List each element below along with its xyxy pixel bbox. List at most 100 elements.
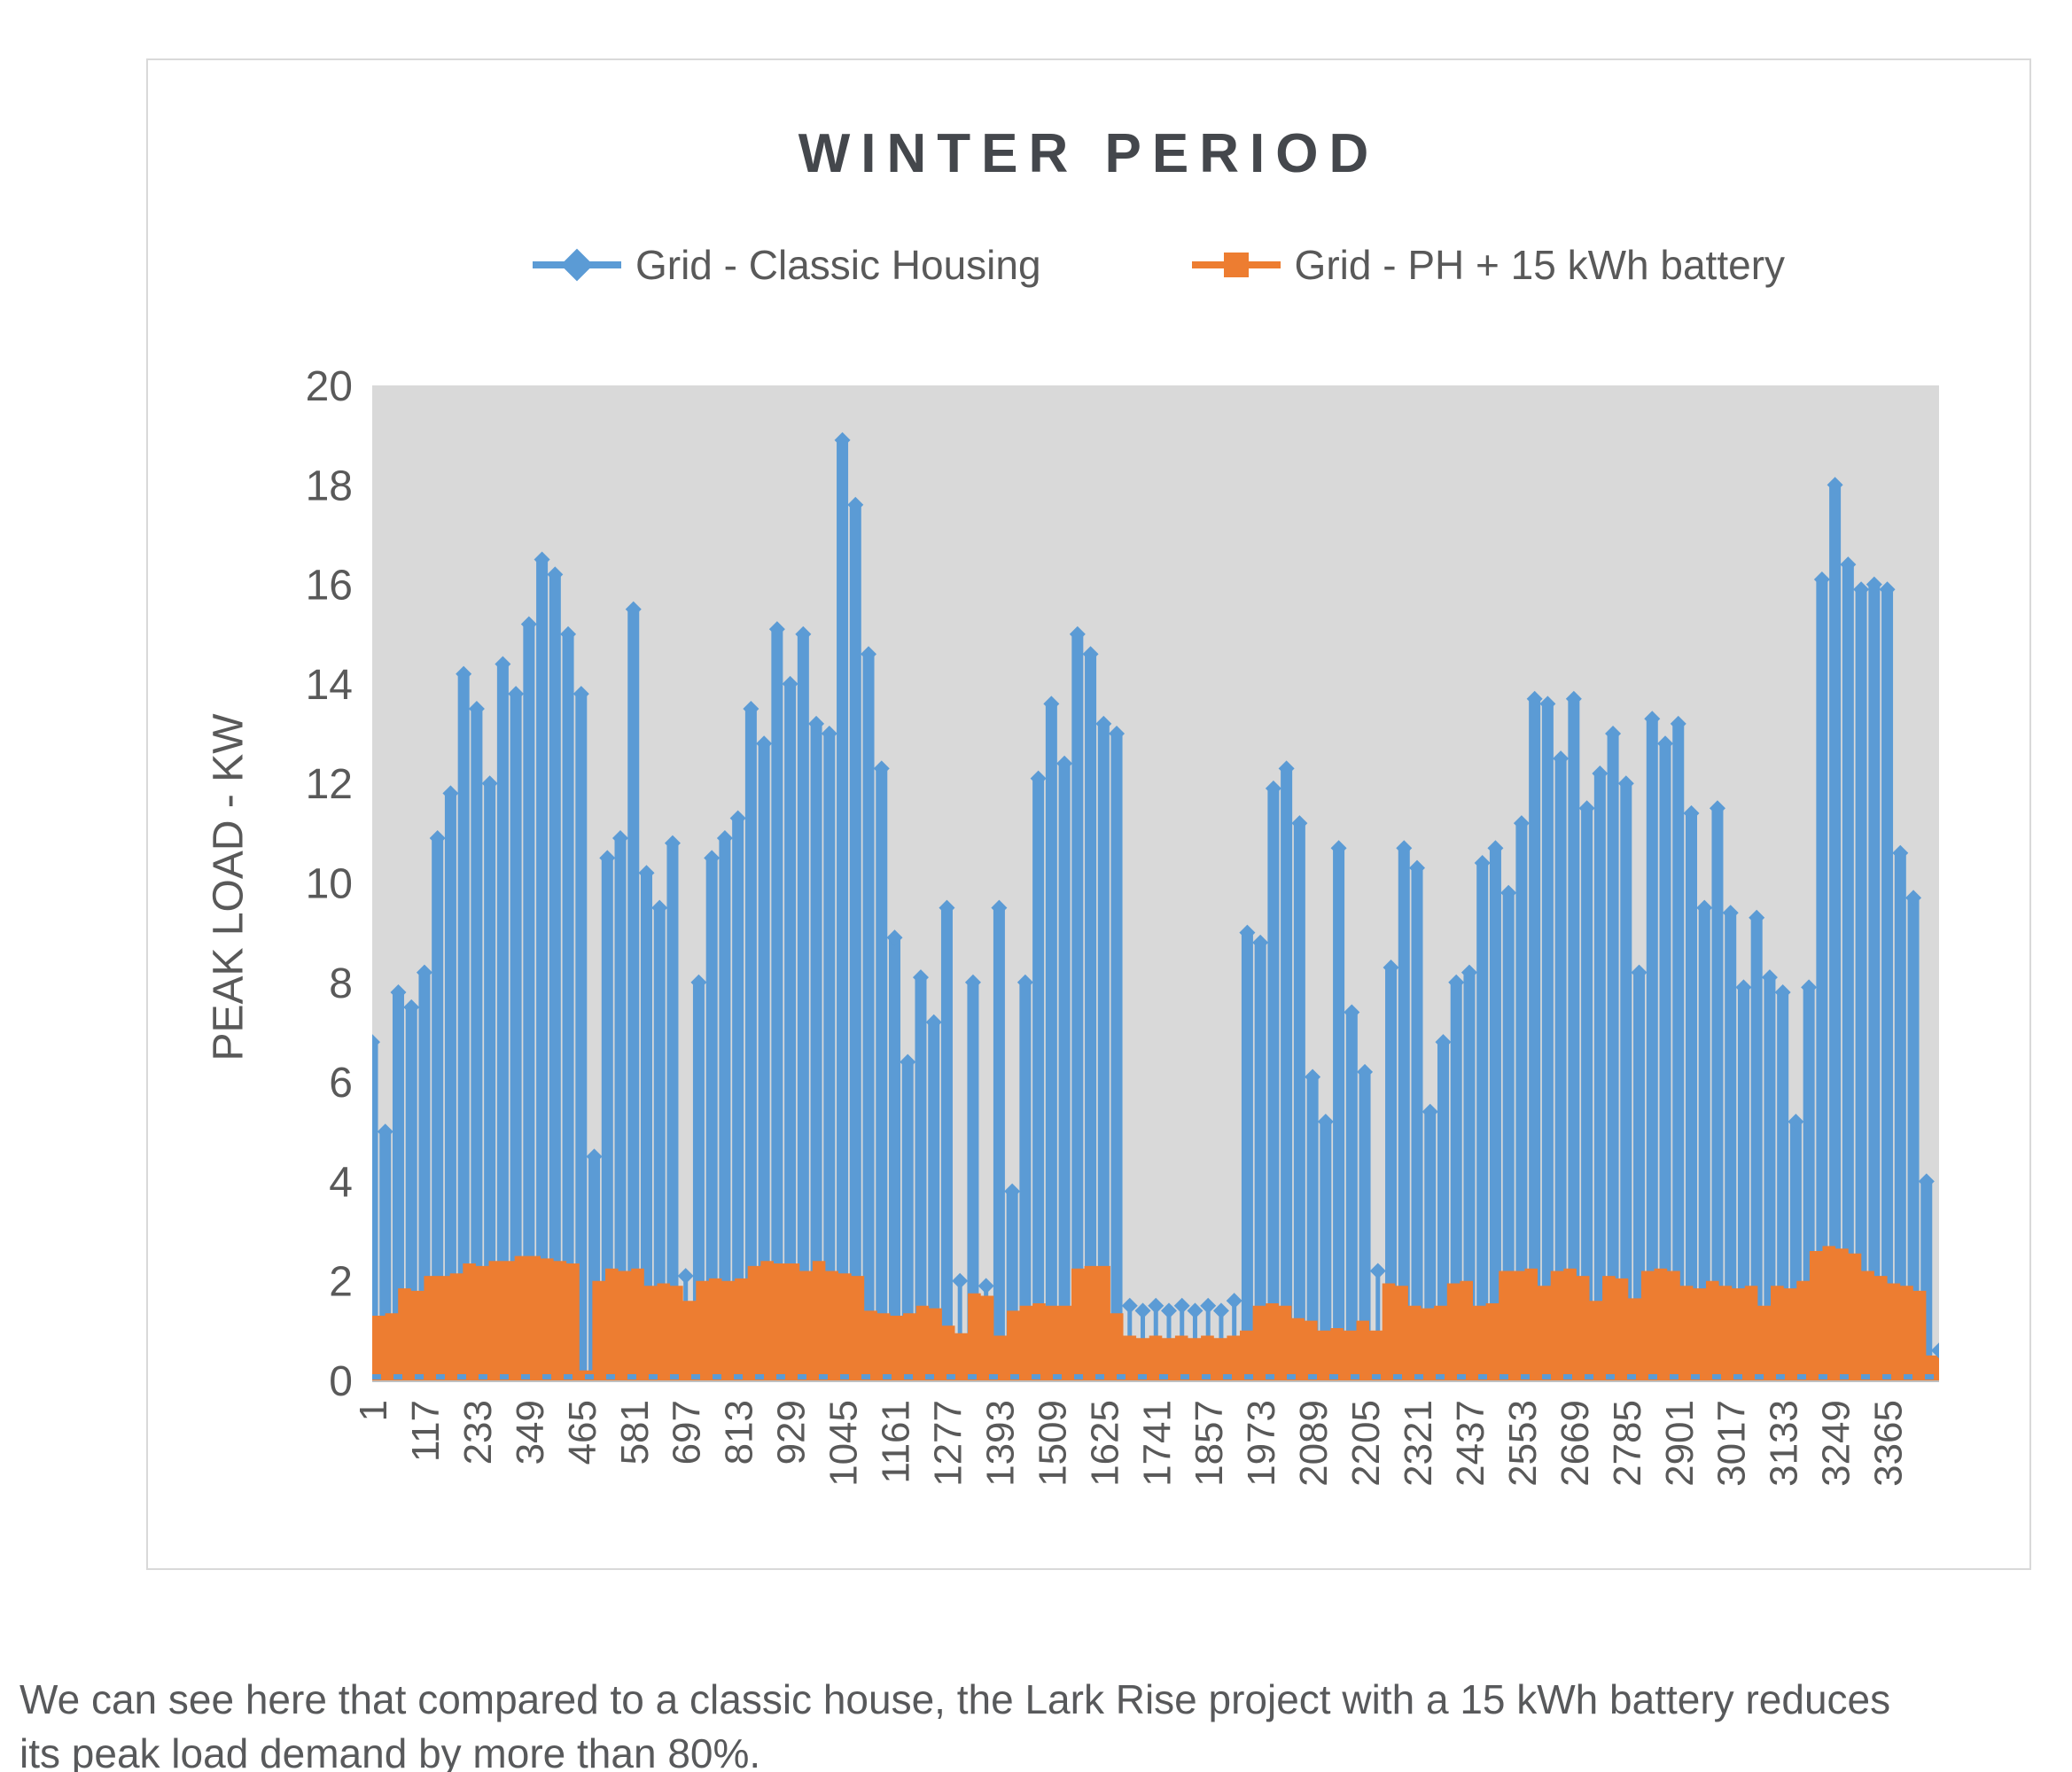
- blue-series-marker: [1148, 1297, 1165, 1314]
- blue-series-marker: [547, 566, 564, 583]
- blue-series-marker: [847, 496, 864, 513]
- blue-series-marker: [1892, 844, 1909, 861]
- blue-series-marker: [925, 1014, 942, 1030]
- blue-series-bar: [1437, 1042, 1449, 1380]
- blue-series-bar: [1881, 589, 1894, 1380]
- blue-series-marker: [1761, 969, 1778, 986]
- blue-series-marker: [1383, 959, 1399, 975]
- blue-series-bar: [744, 708, 757, 1380]
- blue-series-bar: [1868, 584, 1881, 1380]
- blue-series-marker: [468, 700, 485, 717]
- blue-series-bar: [1281, 768, 1293, 1380]
- blue-series-bar: [1620, 783, 1632, 1380]
- blue-series-bar: [1359, 1071, 1371, 1380]
- x-tick-label: 581: [613, 1400, 657, 1465]
- blue-series-bar: [928, 1022, 940, 1380]
- x-tick-label: 3133: [1763, 1400, 1806, 1487]
- blue-series-marker: [677, 1268, 694, 1285]
- blue-series-marker: [586, 1148, 603, 1165]
- blue-series-bar: [957, 1280, 962, 1380]
- blue-series-marker: [886, 929, 903, 946]
- blue-series-marker: [1109, 726, 1126, 742]
- blue-series-bar: [1019, 982, 1032, 1380]
- blue-series-bar: [1711, 808, 1724, 1380]
- blue-series-marker: [1461, 964, 1477, 981]
- blue-series-bar: [575, 694, 588, 1380]
- y-tick-label: 0: [329, 1358, 353, 1405]
- x-tick-label: 2089: [1292, 1400, 1336, 1487]
- blue-series-bar: [1646, 719, 1658, 1380]
- blue-series-marker: [403, 999, 420, 1015]
- blue-series-marker: [1474, 855, 1491, 872]
- blue-series-bar: [1842, 564, 1854, 1380]
- blue-series-bar: [1698, 907, 1710, 1380]
- blue-series-bar: [1829, 485, 1842, 1380]
- blue-series-marker: [1069, 626, 1086, 642]
- blue-series-bar: [1345, 1012, 1358, 1380]
- x-tick-label: 3365: [1867, 1400, 1911, 1487]
- blue-series-marker: [1317, 1114, 1334, 1131]
- blue-series-bar: [653, 907, 666, 1380]
- x-tick-label: 697: [666, 1400, 709, 1465]
- blue-series-marker: [768, 621, 785, 638]
- blue-series-marker: [495, 656, 511, 672]
- blue-series-bar: [536, 559, 549, 1380]
- y-tick-label: 2: [329, 1259, 353, 1306]
- x-tick-label: 1625: [1083, 1400, 1126, 1487]
- blue-series-marker: [1696, 899, 1713, 916]
- blue-series-marker: [1774, 984, 1791, 1001]
- caption-line-2: its peak load demand by more than 80%.: [19, 1730, 761, 1772]
- blue-series-bar: [1110, 734, 1123, 1380]
- blue-series-marker: [1879, 581, 1896, 598]
- blue-series-bar: [614, 837, 627, 1380]
- blue-series-bar: [1725, 913, 1737, 1380]
- blue-series-marker: [1801, 979, 1818, 996]
- blue-series-marker: [1330, 840, 1347, 857]
- y-tick-label: 8: [329, 960, 353, 1007]
- blue-series-bar: [432, 837, 444, 1380]
- blue-series-bar: [810, 723, 822, 1380]
- blue-series-bar: [484, 783, 496, 1380]
- blue-series-bar: [405, 1006, 417, 1380]
- blue-series-marker: [1644, 711, 1661, 727]
- blue-series-bar: [1581, 808, 1593, 1380]
- blue-series-marker: [1409, 859, 1426, 876]
- blue-series-marker: [716, 829, 733, 846]
- blue-series-bar: [1071, 633, 1084, 1380]
- blue-series-marker: [1422, 1103, 1438, 1120]
- blue-series-marker: [1853, 581, 1870, 598]
- blue-series-bar: [1476, 863, 1489, 1380]
- blue-series-bar: [444, 793, 456, 1380]
- blue-series-bar: [640, 873, 652, 1380]
- blue-series-marker: [1212, 1302, 1229, 1319]
- blue-series-marker: [599, 850, 616, 867]
- blue-series-bar: [372, 1042, 378, 1380]
- blue-series-bar: [1254, 942, 1266, 1380]
- blue-series-marker: [573, 686, 589, 703]
- blue-series-marker: [1396, 840, 1413, 857]
- blue-series-bar: [901, 1061, 914, 1380]
- blue-series-bar: [1489, 848, 1501, 1380]
- blue-series-bar: [549, 574, 561, 1380]
- x-tick-label: 465: [561, 1400, 604, 1465]
- legend-item-ph-battery[interactable]: Grid - PH + 15 kWh battery: [1191, 241, 1785, 289]
- blue-series-marker: [1578, 800, 1595, 817]
- blue-series-bar: [771, 629, 783, 1380]
- blue-series-marker: [900, 1053, 916, 1070]
- blue-series-marker: [1931, 1342, 1939, 1359]
- blue-series-bar: [967, 982, 979, 1380]
- x-tick-label: 117: [404, 1400, 448, 1462]
- blue-series-marker: [1866, 576, 1882, 593]
- blue-series-marker: [939, 899, 955, 916]
- blue-series-bar: [1375, 1271, 1381, 1380]
- blue-series-bar: [889, 937, 901, 1380]
- legend-item-classic-housing[interactable]: Grid - Classic Housing: [532, 241, 1041, 289]
- blue-series-marker: [1056, 755, 1073, 772]
- y-tick-label: 18: [306, 462, 353, 509]
- blue-series-bar: [1816, 579, 1828, 1380]
- blue-series-marker: [508, 686, 525, 703]
- blue-series-bar: [993, 907, 1005, 1380]
- x-tick-label: 3249: [1815, 1400, 1858, 1487]
- blue-series-bar: [510, 694, 522, 1380]
